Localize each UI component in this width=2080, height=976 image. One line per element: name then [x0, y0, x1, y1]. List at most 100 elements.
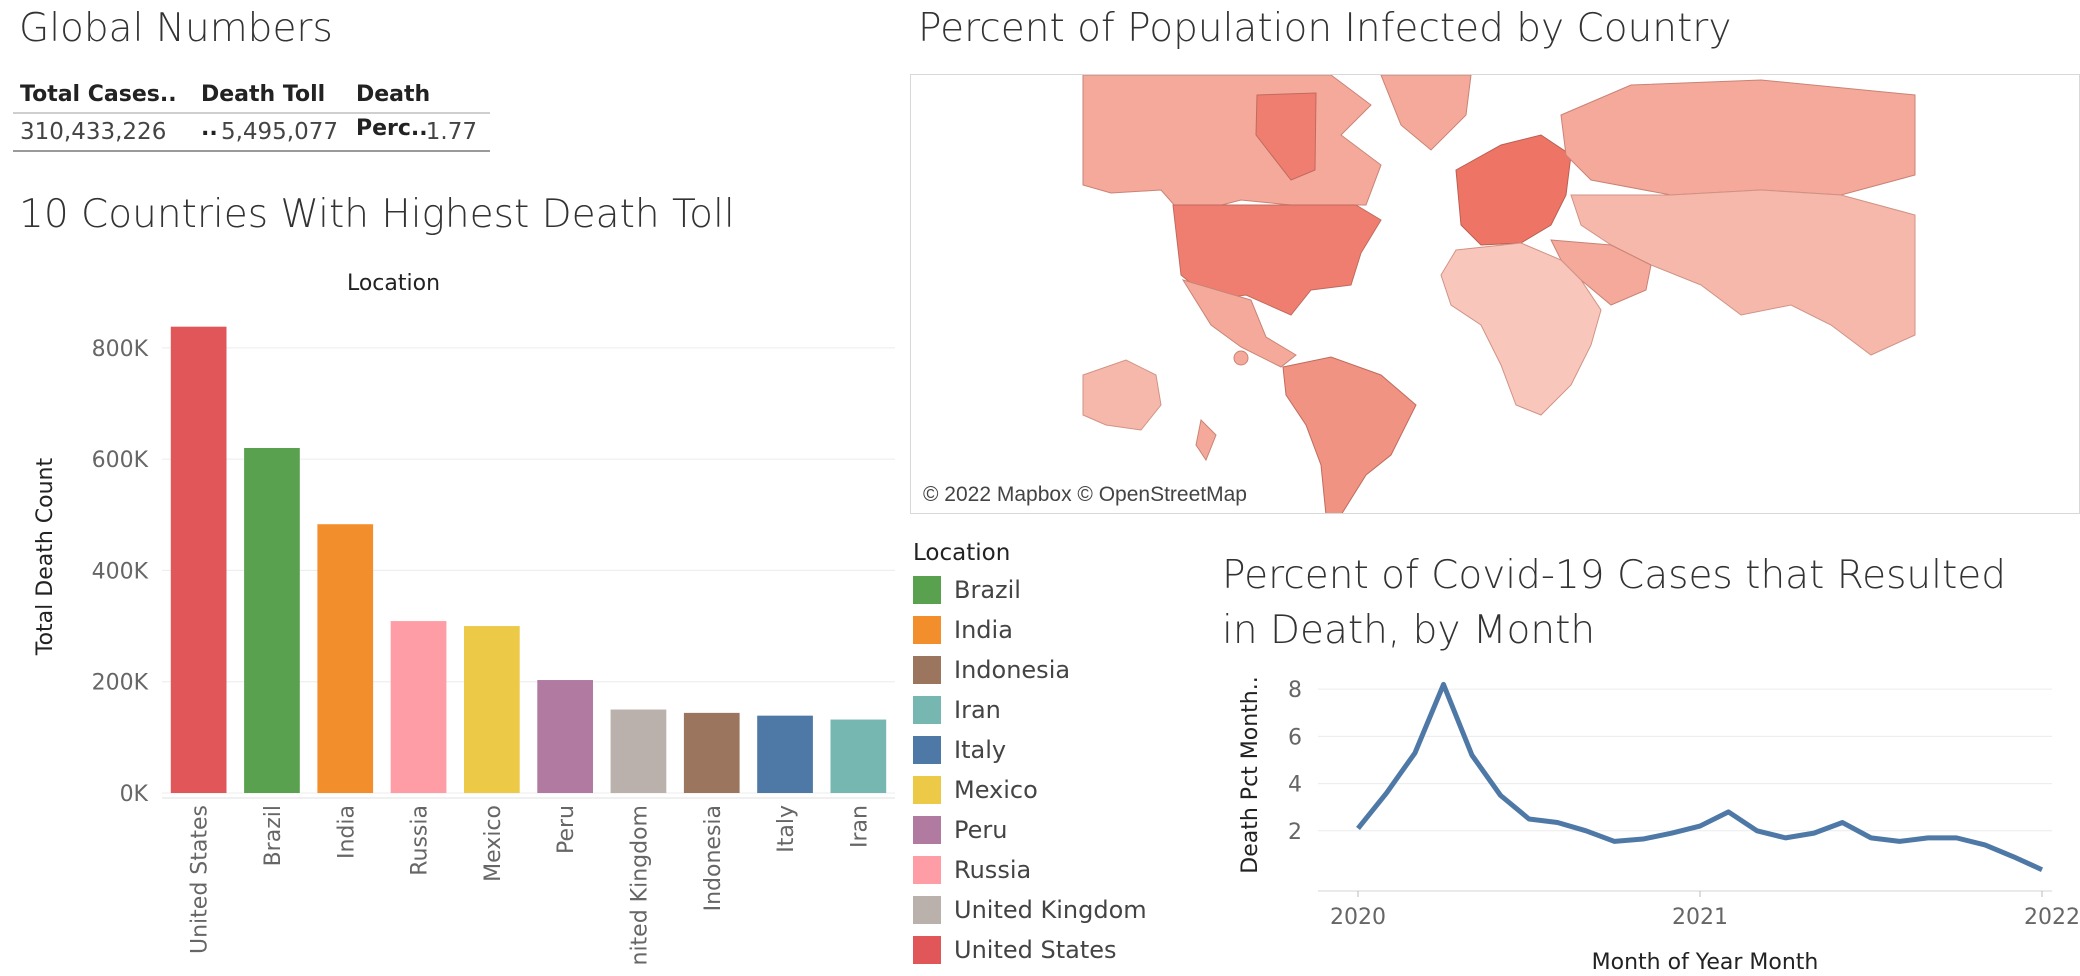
bar-category-label: Indonesia	[701, 805, 726, 911]
bar-category-label: United States	[188, 805, 213, 954]
legend-label: Brazil	[954, 576, 1021, 604]
legend-swatch	[913, 616, 941, 644]
legend-item[interactable]: Indonesia	[913, 650, 1147, 690]
legend-swatch	[913, 896, 941, 924]
bar-italy[interactable]	[757, 715, 813, 793]
death-pct-line[interactable]	[1356, 681, 2044, 873]
legend-swatch	[913, 776, 941, 804]
header-total-cases[interactable]: Total Cases..	[20, 82, 177, 107]
bar-chart: Location Total Death Count 0K 200K 400K 600K 8…	[33, 271, 895, 965]
bar-iran[interactable]	[830, 719, 887, 793]
bar-russia[interactable]	[390, 621, 447, 793]
bar-chart-header: Location	[347, 271, 440, 296]
map-region-russia[interactable]	[1560, 79, 1916, 196]
legend-label: Mexico	[954, 776, 1038, 804]
bar-ytick-label: 600K	[92, 448, 149, 473]
line-ytick-label: 8	[1288, 678, 1302, 703]
bar-category-label: Mexico	[481, 805, 506, 882]
bar-chart-title: 10 Countries With Highest Death Toll	[19, 192, 735, 237]
bar-indonesia[interactable]	[683, 712, 740, 793]
bar-ytick-label: 800K	[92, 337, 149, 362]
map-region-island[interactable]	[1233, 350, 1249, 366]
legend-swatch	[913, 816, 941, 844]
map-region-alaska[interactable]	[1255, 92, 1317, 181]
legend-items: Brazil India Indonesia Iran Italy Mexico Peru R…	[913, 570, 1147, 970]
legend-item[interactable]: India	[913, 610, 1147, 650]
bar-category-label: Peru	[554, 805, 579, 854]
legend-item[interactable]: Russia	[913, 850, 1147, 890]
bar-category-label: United Kingdom	[627, 805, 652, 965]
legend-label: Peru	[954, 816, 1008, 844]
location-legend: Location Brazil India Indonesia Iran Italy Me…	[913, 540, 1147, 970]
bar-peru[interactable]	[537, 680, 594, 793]
legend-swatch	[913, 936, 941, 964]
bar-category-label: Russia	[408, 805, 433, 876]
line-chart-title: Percent of Covid-19 Cases that Resulted …	[1222, 553, 2006, 653]
line-chart-xlabel: Month of Year Month	[1592, 950, 1819, 975]
legend-label: United States	[954, 936, 1117, 964]
world-map-svg	[1082, 75, 1916, 514]
bar-united-kingdom[interactable]	[610, 709, 667, 793]
line-ytick-label: 2	[1288, 820, 1302, 845]
legend-label: United Kingdom	[954, 896, 1147, 924]
line-xtick-label: 2022	[2024, 905, 2080, 930]
map-region-mexico[interactable]	[1181, 279, 1297, 368]
header-divider	[13, 112, 490, 114]
bar-india[interactable]	[317, 524, 374, 793]
header-death-toll[interactable]: Death Toll ..	[201, 82, 326, 141]
map-region-south-america[interactable]	[1282, 356, 1417, 514]
legend-swatch	[913, 856, 941, 884]
line-chart-ylabel: Death Pct Month..	[1238, 676, 1263, 873]
table-bottom-rule	[13, 150, 490, 152]
legend-swatch	[913, 696, 941, 724]
line-ytick-label: 4	[1288, 773, 1302, 798]
bar-category-label: Iran	[847, 805, 872, 848]
map-region-europe[interactable]	[1455, 134, 1572, 246]
legend-label: Italy	[954, 736, 1007, 764]
map-region-new-zealand[interactable]	[1195, 418, 1217, 462]
legend-item[interactable]: Peru	[913, 810, 1147, 850]
legend-label: India	[954, 616, 1013, 644]
value-death-percent: 1.77	[425, 119, 477, 145]
global-table-header: Total Cases.. Death Toll .. Death Perc..	[13, 78, 490, 141]
legend-swatch	[913, 576, 941, 604]
value-total-cases: 310,433,226	[20, 119, 167, 145]
legend-item[interactable]: Italy	[913, 730, 1147, 770]
global-numbers-table: Total Cases.. Death Toll .. Death Perc..…	[13, 78, 490, 152]
map-region-greenland[interactable]	[1380, 75, 1472, 151]
value-death-toll: 5,495,077	[220, 119, 338, 145]
bar-ytick-label: 0K	[120, 782, 149, 807]
bar-brazil[interactable]	[244, 447, 300, 793]
header-death-percent[interactable]: Death Perc..	[356, 82, 431, 141]
map-region-africa[interactable]	[1440, 242, 1602, 416]
legend-item[interactable]: Mexico	[913, 770, 1147, 810]
line-xtick-label: 2021	[1672, 905, 1728, 930]
legend-item[interactable]: United States	[913, 930, 1147, 970]
legend-title: Location	[913, 540, 1011, 566]
bar-united-states[interactable]	[170, 326, 227, 793]
line-ytick-label: 6	[1288, 725, 1302, 750]
legend-item[interactable]: Iran	[913, 690, 1147, 730]
legend-label: Russia	[954, 856, 1032, 884]
bar-ytick-label: 200K	[92, 671, 149, 696]
line-chart: 2 4 6 8 Death Pct Month.. 2020 2021 2022 Month o…	[1238, 676, 2080, 975]
map-attribution[interactable]: © 2022 Mapbox © OpenStreetMap	[917, 481, 1253, 509]
bar-mexico[interactable]	[463, 626, 520, 793]
global-numbers-title: Global Numbers	[19, 6, 333, 51]
legend-swatch	[913, 736, 941, 764]
map-region-australia[interactable]	[1082, 359, 1162, 431]
legend-label: Iran	[954, 696, 1001, 724]
world-map[interactable]: © 2022 Mapbox © OpenStreetMap	[910, 74, 2080, 514]
bar-category-label: Italy	[774, 805, 799, 853]
bar-category-label: Brazil	[261, 805, 286, 866]
global-table-row[interactable]: 310,433,226 5,495,077 1.77	[13, 114, 490, 150]
legend-item[interactable]: United Kingdom	[913, 890, 1147, 930]
legend-item[interactable]: Brazil	[913, 570, 1147, 610]
bar-category-label: India	[334, 805, 359, 859]
map-title: Percent of Population Infected by Countr…	[918, 6, 1732, 51]
bar-ytick-label: 400K	[92, 559, 149, 584]
legend-label: Indonesia	[954, 656, 1071, 684]
line-xtick-label: 2020	[1330, 905, 1386, 930]
legend-swatch	[913, 656, 941, 684]
bar-chart-ylabel: Total Death Count	[33, 458, 58, 657]
